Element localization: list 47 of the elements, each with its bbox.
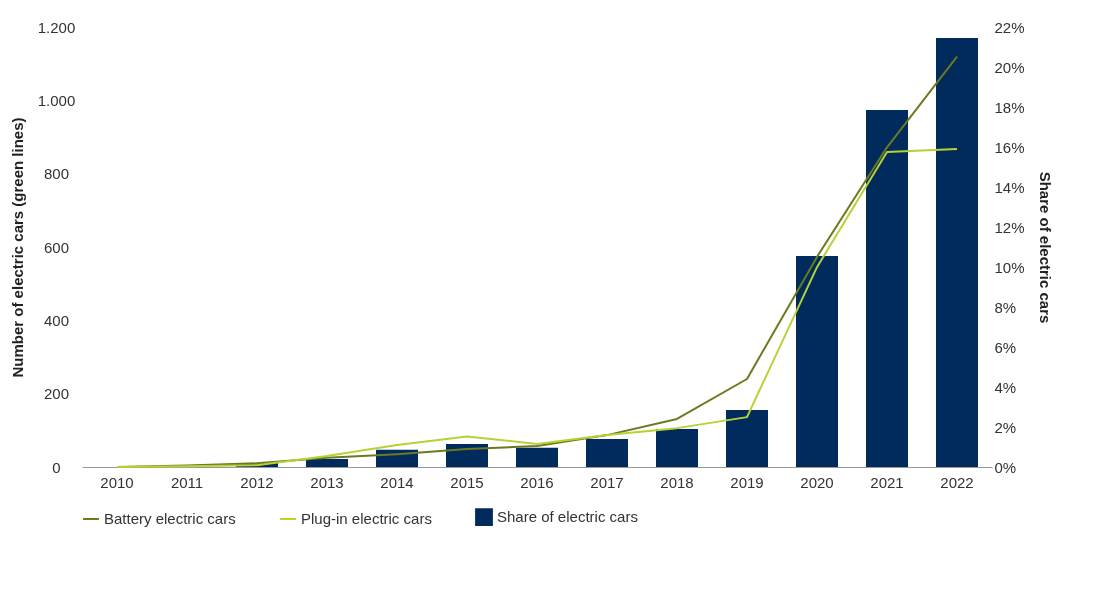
x-tick-label: 2010 [100, 473, 134, 491]
bar [936, 38, 978, 467]
y2-tick-label: 18% [994, 98, 1025, 116]
bar [516, 447, 558, 467]
y-tick-label: 200 [43, 385, 70, 403]
y-tick-label: 400 [43, 311, 70, 329]
legend-label: Share of electric cars [497, 508, 638, 526]
legend-label: Plug-in electric cars [301, 510, 432, 527]
y-tick-label: 1.000 [37, 91, 76, 109]
bar [586, 439, 628, 467]
y2-tick-label: 6% [994, 338, 1017, 356]
y2-tick-label: 8% [994, 298, 1017, 316]
bar [796, 256, 838, 467]
y-tick-label: 800 [43, 165, 70, 183]
x-tick-label: 2017 [590, 473, 624, 491]
y2-tick-label: 14% [994, 178, 1025, 196]
y2-tick-label: 22% [994, 18, 1025, 36]
legend-label: Battery electric cars [104, 510, 236, 527]
x-tick-label: 2013 [310, 473, 344, 491]
bar [656, 429, 698, 467]
bar [306, 459, 348, 467]
y2-tick-label: 2% [994, 418, 1017, 436]
x-tick-label: 2022 [940, 473, 974, 491]
y-tick-label: 600 [43, 238, 70, 256]
bar [866, 110, 908, 467]
y2-tick-label: 16% [994, 138, 1025, 156]
x-tick-label: 2011 [170, 473, 204, 491]
x-tick-label: 2012 [240, 473, 274, 491]
x-tick-label: 2015 [450, 473, 484, 491]
x-tick-label: 2018 [660, 473, 694, 491]
x-tick-label: 2021 [870, 473, 904, 491]
x-tick-label: 2019 [730, 473, 764, 491]
y2-tick-label: 10% [994, 258, 1025, 276]
bar [726, 410, 768, 467]
y2-axis-title: Share of electric cars [1036, 171, 1054, 324]
y2-tick-label: 4% [994, 378, 1017, 396]
x-tick-label: 2014 [380, 473, 414, 491]
y-axis-title: Number of electric cars (green lines) [8, 117, 26, 378]
y2-tick-label: 0% [994, 458, 1017, 476]
x-tick-label: 2016 [520, 473, 554, 491]
y-tick-label: 1.200 [37, 18, 76, 36]
bar [446, 444, 488, 467]
x-tick-label: 2020 [800, 473, 834, 491]
y-tick-label: 0 [52, 458, 61, 476]
y2-tick-label: 12% [994, 218, 1025, 236]
line-series [116, 148, 958, 468]
y2-tick-label: 20% [994, 58, 1025, 76]
